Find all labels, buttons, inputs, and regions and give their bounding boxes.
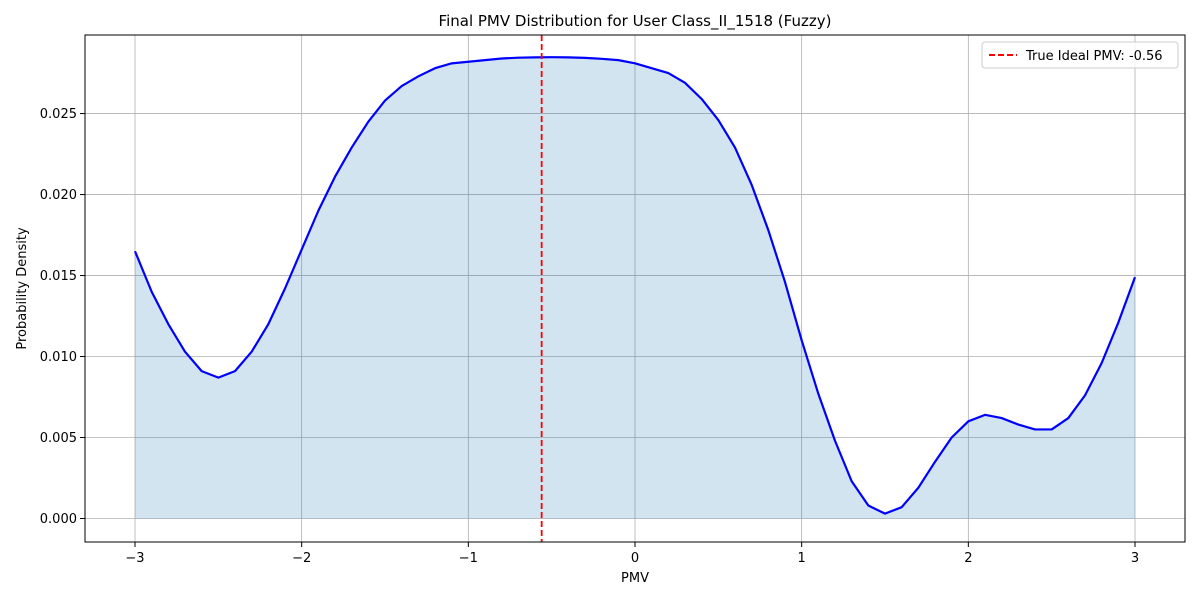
area-fill [135,57,1135,519]
x-tick-label: 2 [964,551,972,566]
legend: True Ideal PMV: -0.56 [981,41,1179,69]
y-tick-label: 0.010 [40,350,77,365]
y-tick-label: 0.025 [40,107,77,122]
density-line [133,56,1137,515]
chart-title: Final PMV Distribution for User Class_II… [439,12,832,31]
y-tick-label: 0.000 [40,512,77,527]
x-tick-label: 1 [798,551,806,566]
x-tick-label: −2 [292,551,311,566]
x-tick-label: 0 [631,551,639,566]
x-tick-label: 3 [1131,551,1139,566]
series-line [133,56,1137,515]
y-tick-label: 0.015 [40,269,77,284]
y-tick-label: 0.005 [40,431,77,446]
x-ticks: −3 −2 −1 0 1 2 3 [125,542,1139,566]
grid [85,35,1185,542]
legend-entry-label: True Ideal PMV: -0.56 [1025,49,1163,64]
density-area [135,57,1135,519]
x-axis-label: PMV [621,571,649,586]
x-tick-label: −1 [459,551,478,566]
y-axis-label: Probability Density [15,227,30,350]
x-tick-label: −3 [125,551,144,566]
y-ticks: 0.000 0.005 0.010 0.015 0.020 0.025 [40,107,85,527]
y-tick-label: 0.020 [40,188,77,203]
legend-box [981,41,1179,69]
